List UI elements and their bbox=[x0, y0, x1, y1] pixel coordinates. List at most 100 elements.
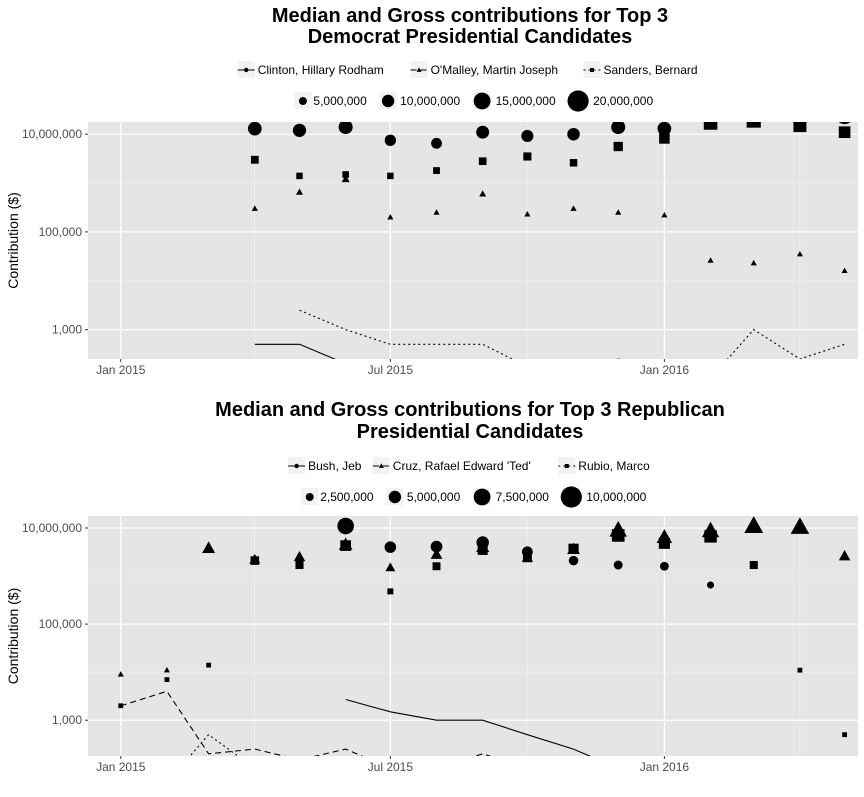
gross-point bbox=[523, 553, 532, 562]
gross-point bbox=[337, 518, 354, 535]
gross-point bbox=[567, 128, 579, 140]
gross-point bbox=[612, 529, 625, 542]
size-legend-circle bbox=[474, 489, 491, 506]
x-tick-label: Jul 2015 bbox=[368, 760, 414, 774]
gross-point bbox=[251, 156, 259, 164]
gross-point bbox=[570, 159, 577, 166]
gross-point bbox=[479, 157, 487, 165]
size-legend-circle bbox=[389, 491, 401, 503]
legend-item: Cruz, Rafael Edward 'Ted' bbox=[373, 457, 531, 474]
size-legend-label: 2,500,000 bbox=[320, 490, 374, 504]
gross-point bbox=[614, 561, 623, 570]
size-legend-item: 2,500,000 bbox=[301, 488, 374, 505]
gross-point bbox=[387, 173, 393, 179]
gross-point bbox=[433, 167, 440, 174]
legend-label: O'Malley, Martin Joseph bbox=[431, 63, 558, 77]
legend-key-marker bbox=[590, 68, 594, 72]
legend-key-marker bbox=[244, 68, 248, 72]
y-tick-label: 10,000,000 bbox=[22, 127, 82, 141]
size-legend-circle bbox=[568, 90, 589, 111]
gross-point bbox=[248, 122, 262, 136]
gross-point bbox=[478, 545, 488, 555]
gross-point bbox=[704, 116, 718, 130]
legend-series: Clinton, Hillary Rodham O'Malley, Martin … bbox=[238, 61, 698, 78]
chart-title-line-2: Presidential Candidates bbox=[357, 421, 584, 443]
gross-point bbox=[704, 530, 716, 542]
gross-point bbox=[745, 106, 762, 123]
size-legend-circle bbox=[561, 486, 582, 507]
gross-point bbox=[569, 556, 578, 565]
gross-point bbox=[433, 562, 441, 570]
gross-point bbox=[251, 556, 260, 565]
gross-point bbox=[659, 133, 670, 144]
legend-item: Rubio, Marco bbox=[558, 457, 650, 474]
size-legend-label: 5,000,000 bbox=[313, 94, 367, 108]
y-axis-title: Contribution ($) bbox=[5, 192, 21, 289]
size-legend-label: 10,000,000 bbox=[400, 94, 460, 108]
y-axis-title: Contribution ($) bbox=[5, 588, 21, 685]
panel-1: Median and Gross contributions for Top 3… bbox=[5, 5, 858, 408]
legend-series: Bush, Jeb Cruz, Rafael Edward 'Ted' Rubio,… bbox=[288, 457, 650, 474]
legend-label: Clinton, Hillary Rodham bbox=[258, 63, 384, 77]
gross-point bbox=[342, 171, 349, 178]
gross-point bbox=[340, 540, 351, 551]
gross-point bbox=[431, 138, 442, 149]
size-legend-item: 5,000,000 bbox=[386, 488, 460, 505]
gross-point bbox=[387, 588, 393, 594]
gross-point bbox=[296, 173, 302, 179]
gross-point bbox=[707, 582, 714, 589]
size-legend-circle bbox=[299, 97, 307, 105]
y-tick-label: 1,000 bbox=[52, 713, 82, 727]
gross-point bbox=[293, 124, 306, 137]
gross-point bbox=[206, 663, 211, 668]
gross-point bbox=[836, 107, 853, 124]
size-legend-circle bbox=[474, 93, 491, 110]
gross-point bbox=[523, 152, 531, 160]
gross-point bbox=[339, 120, 353, 134]
gross-point bbox=[842, 732, 847, 737]
x-tick-label: Jul 2015 bbox=[368, 363, 414, 377]
size-legend-item: 20,000,000 bbox=[568, 90, 654, 111]
gross-point bbox=[747, 114, 761, 128]
gross-point bbox=[750, 561, 758, 569]
gross-point bbox=[165, 677, 170, 682]
x-tick-label: Jan 2016 bbox=[640, 760, 690, 774]
gross-point bbox=[521, 130, 533, 142]
legend-label: Bush, Jeb bbox=[308, 459, 362, 473]
legend-size: 2,500,000 5,000,000 7,500,000 10,000,000 bbox=[301, 486, 646, 507]
legend-size: 5,000,000 10,000,000 15,000,000 20,000,000 bbox=[294, 90, 653, 111]
y-tick-label: 100,000 bbox=[39, 225, 83, 239]
legend-label: Rubio, Marco bbox=[578, 459, 650, 473]
size-legend-circle bbox=[306, 493, 314, 501]
gross-point bbox=[839, 126, 851, 138]
gross-point bbox=[611, 120, 625, 134]
y-tick-label: 10,000,000 bbox=[22, 521, 82, 535]
legend-item: Sanders, Bernard bbox=[584, 61, 698, 78]
gross-point bbox=[660, 562, 669, 571]
legend-key-marker bbox=[565, 464, 569, 468]
x-tick-label: Jan 2016 bbox=[640, 363, 690, 377]
size-legend-item: 15,000,000 bbox=[474, 92, 556, 109]
gross-point bbox=[385, 541, 397, 553]
size-legend-label: 20,000,000 bbox=[593, 94, 653, 108]
y-tick-label: 1,000 bbox=[52, 323, 82, 337]
size-legend-label: 7,500,000 bbox=[496, 490, 550, 504]
legend-item: O'Malley, Martin Joseph bbox=[411, 61, 558, 78]
gross-point bbox=[798, 668, 803, 673]
x-tick-label: Jan 2015 bbox=[96, 760, 146, 774]
size-legend-label: 10,000,000 bbox=[586, 490, 646, 504]
legend-key-marker bbox=[294, 464, 298, 468]
legend-label: Cruz, Rafael Edward 'Ted' bbox=[393, 459, 531, 473]
panel-2: Median and Gross contributions for Top 3… bbox=[5, 399, 858, 792]
legend-item: Bush, Jeb bbox=[288, 457, 362, 474]
gross-point bbox=[568, 544, 578, 554]
chart-title-line-2: Democrat Presidential Candidates bbox=[308, 26, 633, 48]
size-legend-label: 5,000,000 bbox=[407, 490, 461, 504]
size-legend-item: 5,000,000 bbox=[294, 92, 367, 109]
gross-point bbox=[793, 119, 806, 132]
gross-point bbox=[702, 107, 719, 124]
y-tick-label: 100,000 bbox=[39, 617, 83, 631]
size-legend-circle bbox=[382, 95, 394, 107]
size-legend-item: 10,000,000 bbox=[380, 92, 461, 109]
